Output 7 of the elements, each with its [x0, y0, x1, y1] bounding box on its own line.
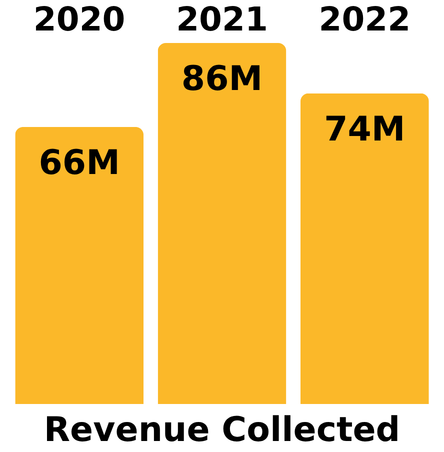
x-tick-label: 2020 [33, 0, 126, 38]
data-label: 86M [181, 59, 263, 99]
x-tick-label: 2021 [176, 0, 268, 38]
data-label: 66M [38, 142, 120, 183]
x-tick-label: 2022 [318, 0, 411, 38]
data-label: 74M [324, 109, 406, 150]
text: Revenue Collected [44, 410, 400, 450]
